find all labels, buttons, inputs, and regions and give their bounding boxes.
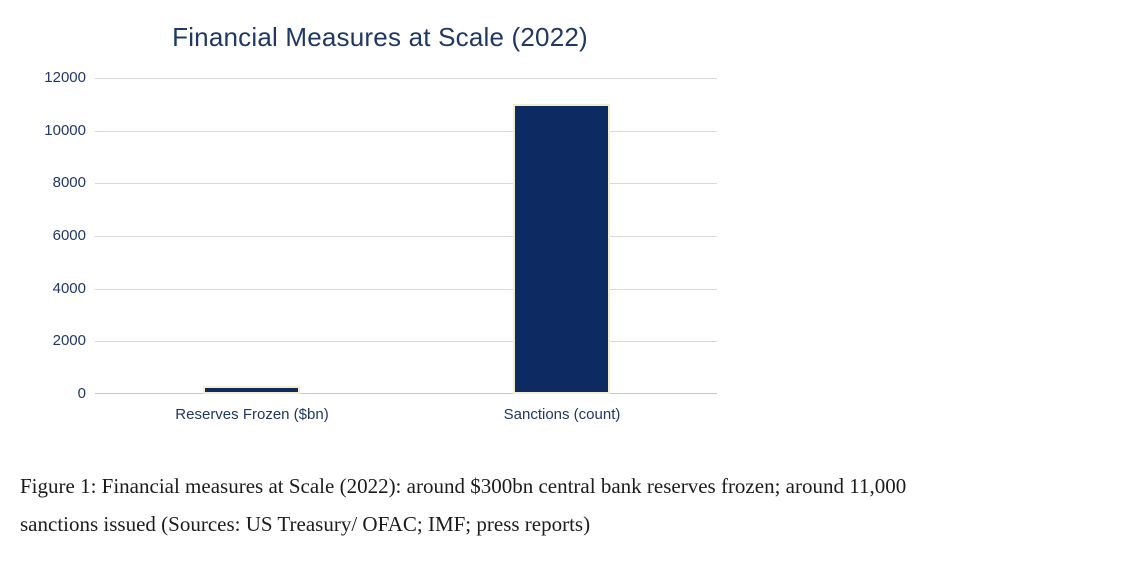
x-axis: Reserves Frozen ($bn) Sanctions (count)	[95, 403, 717, 427]
x-category-label: Sanctions (count)	[503, 406, 621, 423]
chart-title: Financial Measures at Scale (2022)	[172, 22, 588, 52]
caption-line-1: Figure 1: Financial measures at Scale (2…	[20, 474, 907, 498]
y-tick-label: 4000	[52, 280, 86, 297]
gridline	[95, 289, 717, 290]
y-tick-label: 0	[77, 385, 86, 402]
y-axis: 0 2000 4000 6000 8000 10000 12000	[0, 69, 86, 402]
bar-sanctions-count	[513, 104, 610, 394]
gridline	[95, 78, 717, 79]
y-tick-label: 6000	[52, 227, 86, 244]
x-axis-baseline	[95, 393, 717, 394]
gridline	[95, 236, 717, 237]
bar-reserves-frozen	[203, 386, 300, 394]
y-tick-label: 12000	[44, 69, 86, 86]
y-tick-label: 8000	[52, 174, 86, 191]
gridline	[95, 131, 717, 132]
y-tick-label: 10000	[44, 122, 86, 139]
plot-area	[95, 78, 717, 394]
y-tick-label: 2000	[52, 332, 86, 349]
figure-caption: Figure 1: Financial measures at Scale (2…	[20, 467, 1130, 543]
gridline	[95, 341, 717, 342]
caption-line-2: sanctions issued (Sources: US Treasury/ …	[20, 512, 591, 536]
gridline	[95, 183, 717, 184]
x-category-label: Reserves Frozen ($bn)	[175, 406, 329, 423]
